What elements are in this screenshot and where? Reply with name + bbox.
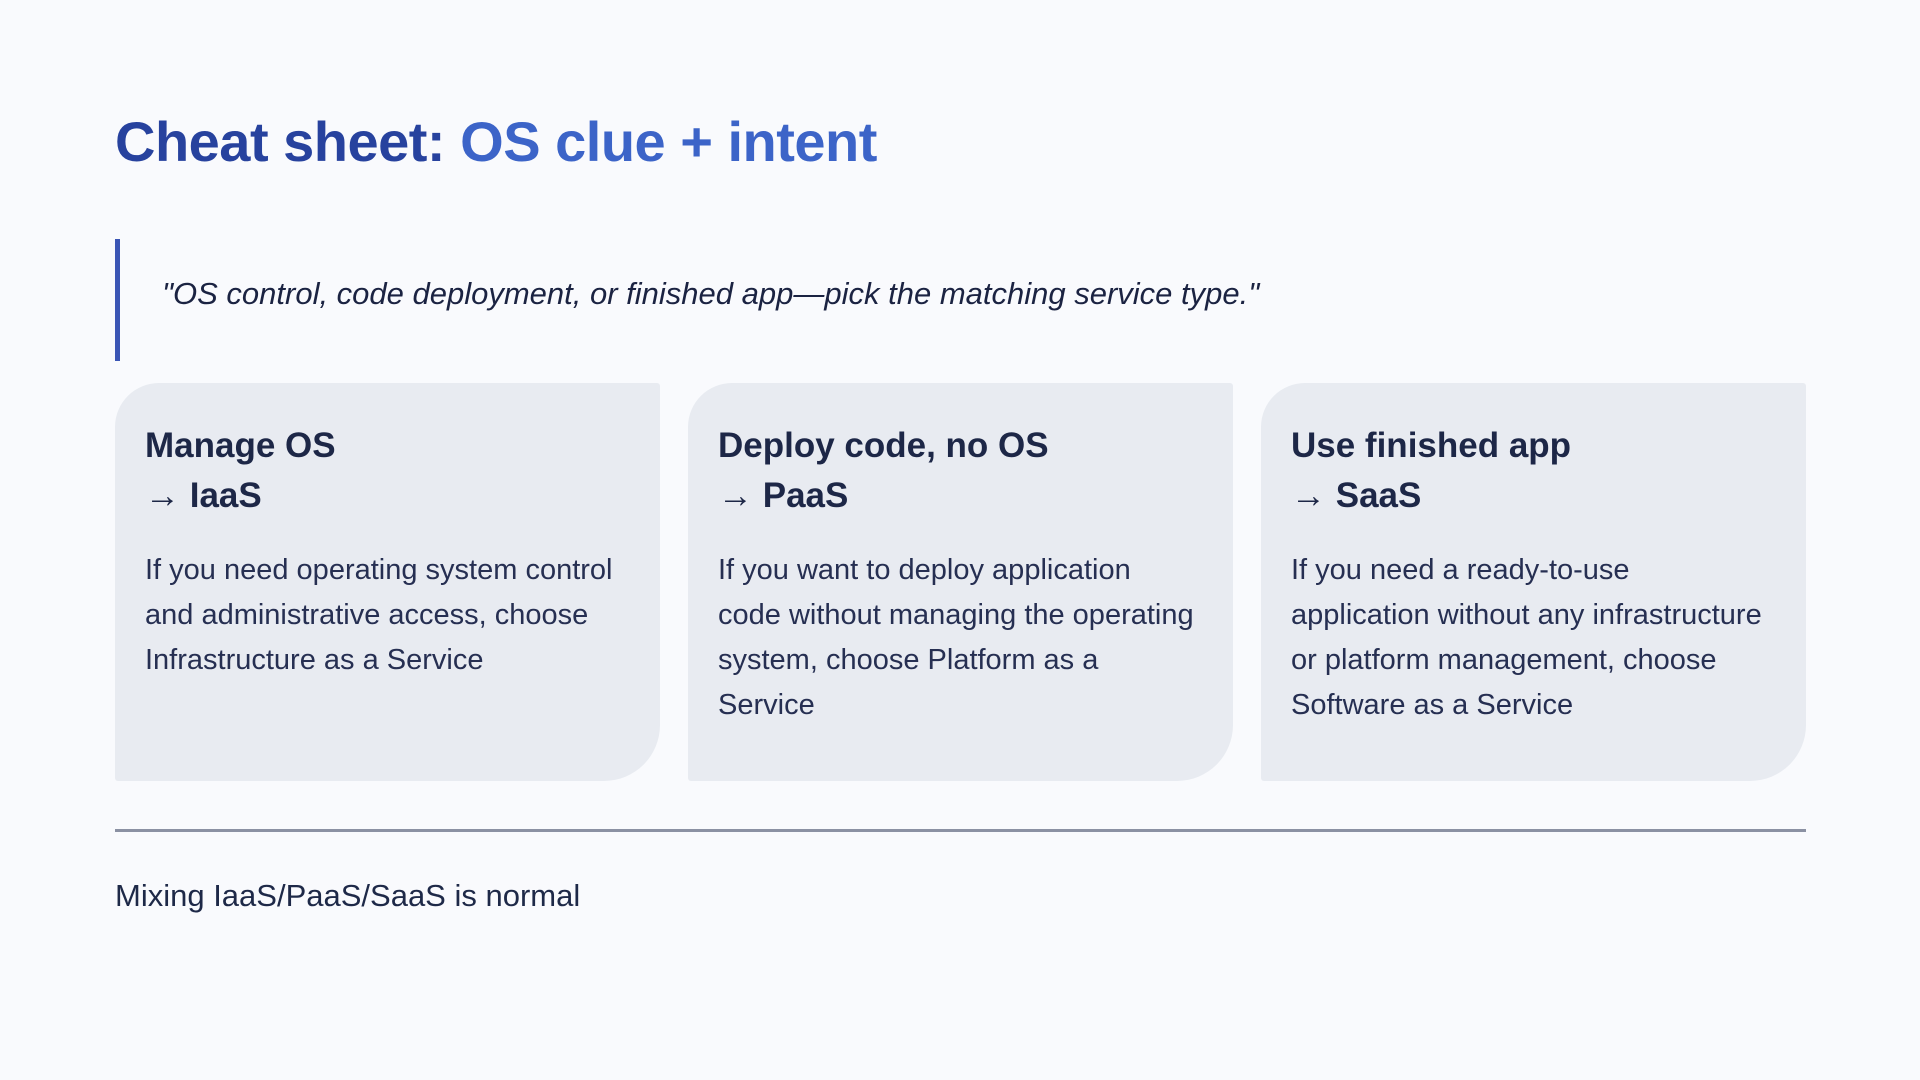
card-saas-title-line1: Use finished app	[1291, 426, 1572, 466]
page-title-part1: Cheat sheet:	[115, 110, 461, 173]
card-saas: Use finished app → SaaS If you need a re…	[1261, 383, 1806, 782]
card-row: Manage OS → IaaS If you need operating s…	[115, 383, 1806, 782]
page-title: Cheat sheet: OS clue + intent	[115, 108, 1806, 175]
card-iaas: Manage OS → IaaS If you need operating s…	[115, 383, 660, 782]
card-saas-title: Use finished app → SaaS	[1291, 421, 1770, 520]
card-paas-body: If you want to deploy application code w…	[718, 554, 1194, 722]
card-paas-title-line1: Deploy code, no OS	[718, 426, 1049, 466]
card-iaas-body: If you need operating system control and…	[145, 554, 613, 677]
card-paas-title-line2: → PaaS	[718, 475, 849, 515]
card-saas-title-line2: → SaaS	[1291, 475, 1422, 515]
card-iaas-title-line2: → IaaS	[145, 475, 262, 515]
pull-quote: "OS control, code deployment, or finishe…	[115, 239, 1806, 362]
pull-quote-text: "OS control, code deployment, or finishe…	[162, 276, 1260, 312]
card-saas-body: If you need a ready-to-use application w…	[1291, 554, 1762, 722]
footer-note: Mixing IaaS/PaaS/SaaS is normal	[115, 878, 581, 914]
divider-line	[115, 829, 1806, 833]
page-title-part2: OS clue + intent	[460, 110, 877, 173]
card-iaas-title: Manage OS → IaaS	[145, 421, 624, 520]
card-iaas-title-line1: Manage OS	[145, 426, 336, 466]
card-paas-title: Deploy code, no OS → PaaS	[718, 421, 1197, 520]
card-paas: Deploy code, no OS → PaaS If you want to…	[688, 383, 1233, 782]
